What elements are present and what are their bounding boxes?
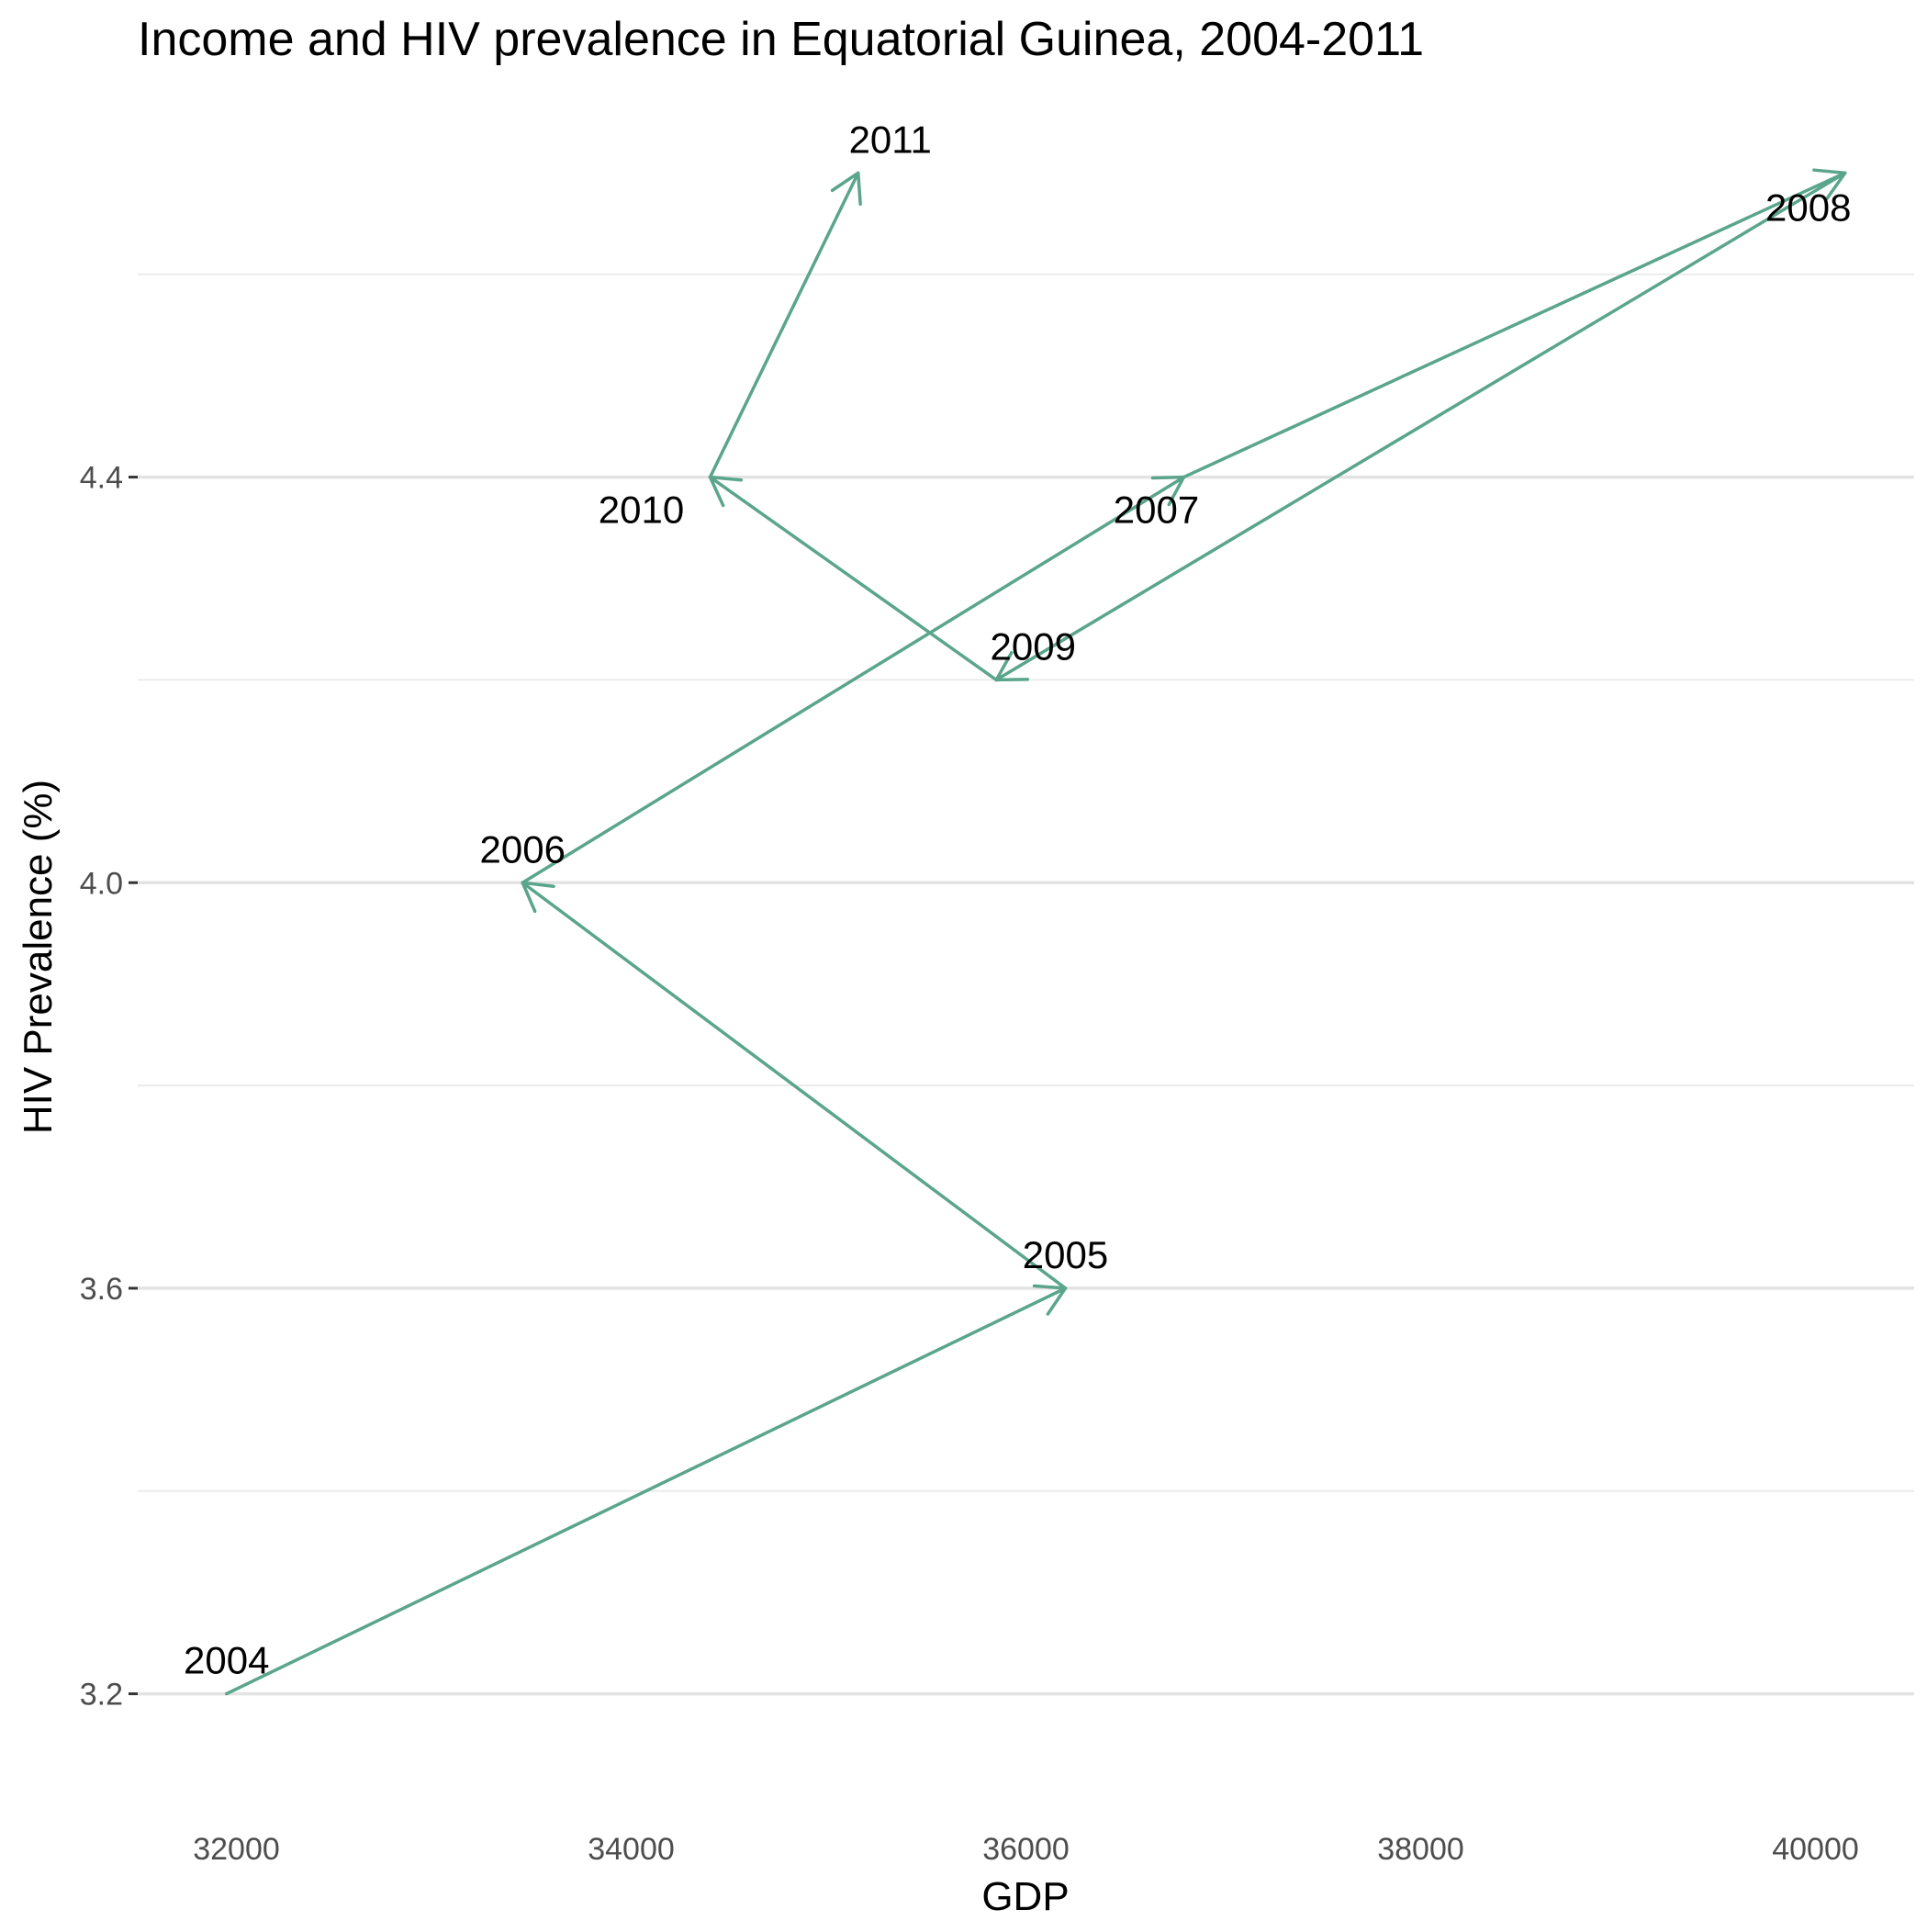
tick-layer: 3.2 3.6 4.0 4.4 32000 34000 36000 38000 40000 bbox=[80, 461, 1859, 1867]
path-segment bbox=[521, 881, 1068, 1290]
y-tick-label: 4.4 bbox=[80, 461, 123, 496]
path-segment bbox=[225, 1286, 1068, 1696]
chart-title: Income and HIV prevalence in Equatorial … bbox=[138, 13, 1424, 66]
x-tick-label: 38000 bbox=[1377, 1832, 1464, 1867]
point-label: 2005 bbox=[1023, 1233, 1108, 1276]
y-tick-label: 4.0 bbox=[80, 866, 123, 901]
x-tick-label: 32000 bbox=[193, 1832, 280, 1867]
grid-layer bbox=[138, 273, 1914, 1696]
y-tick-label: 3.2 bbox=[80, 1678, 123, 1713]
point-label: 2010 bbox=[599, 489, 684, 532]
path-segment bbox=[521, 475, 1186, 884]
point-label: 2009 bbox=[991, 624, 1076, 668]
path-segment bbox=[708, 475, 998, 682]
point-label: 2004 bbox=[184, 1639, 269, 1682]
x-tick-label: 36000 bbox=[982, 1832, 1070, 1867]
x-axis-title: GDP bbox=[981, 1874, 1069, 1919]
arrowhead bbox=[830, 171, 862, 206]
x-tick-label: 34000 bbox=[588, 1832, 675, 1867]
path-layer bbox=[225, 168, 1847, 1696]
label-layer: 2004 2005 2006 2007 2008 2009 2010 2011 bbox=[184, 118, 1851, 1681]
point-label: 2011 bbox=[849, 118, 932, 161]
path-segment bbox=[1182, 171, 1847, 479]
path-segment bbox=[708, 171, 860, 479]
y-tick-label: 3.6 bbox=[80, 1272, 123, 1307]
path-segment bbox=[994, 171, 1847, 682]
y-axis-title: HIV Prevalence (%) bbox=[16, 780, 61, 1134]
point-label: 2006 bbox=[480, 827, 566, 871]
x-tick-label: 40000 bbox=[1772, 1832, 1859, 1867]
point-label: 2008 bbox=[1765, 185, 1851, 229]
point-label: 2007 bbox=[1114, 489, 1199, 532]
